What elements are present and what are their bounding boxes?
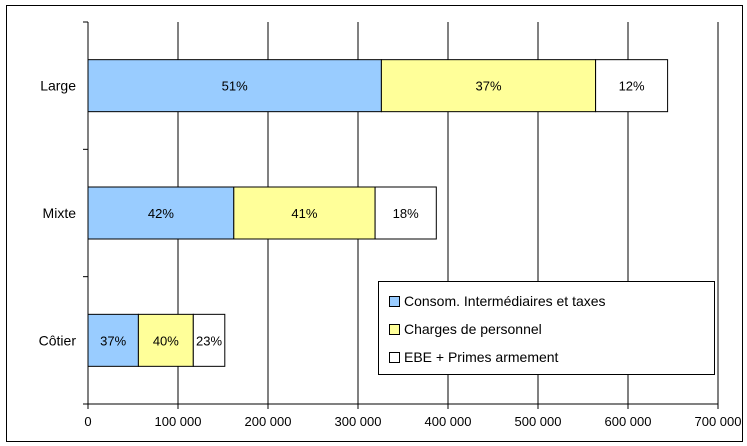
x-tick-label-5: 500 000 <box>515 414 562 429</box>
legend-label-charges-personnel: Charges de personnel <box>404 321 542 337</box>
x-tick-label-2: 200 000 <box>245 414 292 429</box>
bar-segment-2-1 <box>137 313 194 367</box>
legend-swatch-ebe-primes <box>389 351 400 363</box>
bar-segment-1-2 <box>374 186 437 240</box>
bar-segment-2-0 <box>87 313 139 367</box>
data-label-2-1: 40% <box>153 333 179 348</box>
data-label-0-2: 12% <box>619 79 645 94</box>
data-label-0-0: 51% <box>222 79 248 94</box>
category-label-2: Côtier <box>39 332 77 348</box>
data-label-1-2: 18% <box>393 206 419 221</box>
x-tick-label-6: 600 000 <box>605 414 652 429</box>
legend-label-ebe-primes: EBE + Primes armement <box>404 349 559 365</box>
data-label-2-0: 37% <box>100 333 126 348</box>
x-tick-label-3: 300 000 <box>335 414 382 429</box>
data-label-1-0: 42% <box>148 206 174 221</box>
x-tick-label-0: 0 <box>84 414 91 429</box>
bar-segment-0-1 <box>380 59 597 113</box>
legend: Consom. Intermédiaires et taxes Charges … <box>378 281 715 375</box>
legend-swatch-charges-personnel <box>389 323 400 335</box>
data-label-2-2: 23% <box>196 333 222 348</box>
data-label-1-1: 41% <box>291 206 317 221</box>
bar-segment-2-2 <box>192 313 226 367</box>
legend-item-ebe-primes: EBE + Primes armement <box>379 343 714 371</box>
bar-segment-1-0 <box>87 186 235 240</box>
x-tick-label-7: 700 000 <box>695 414 742 429</box>
legend-item-consommations: Consom. Intermédiaires et taxes <box>379 287 714 315</box>
legend-label-consommations: Consom. Intermédiaires et taxes <box>404 293 606 309</box>
x-tick-label-4: 400 000 <box>425 414 472 429</box>
category-label-1: Mixte <box>43 205 77 221</box>
category-label-0: Large <box>40 78 76 94</box>
bar-segment-1-1 <box>233 186 376 240</box>
data-label-0-1: 37% <box>475 79 501 94</box>
legend-swatch-consommations <box>389 295 400 307</box>
legend-item-charges-personnel: Charges de personnel <box>379 315 714 343</box>
bar-segment-0-2 <box>595 59 669 113</box>
x-tick-label-1: 100 000 <box>155 414 202 429</box>
